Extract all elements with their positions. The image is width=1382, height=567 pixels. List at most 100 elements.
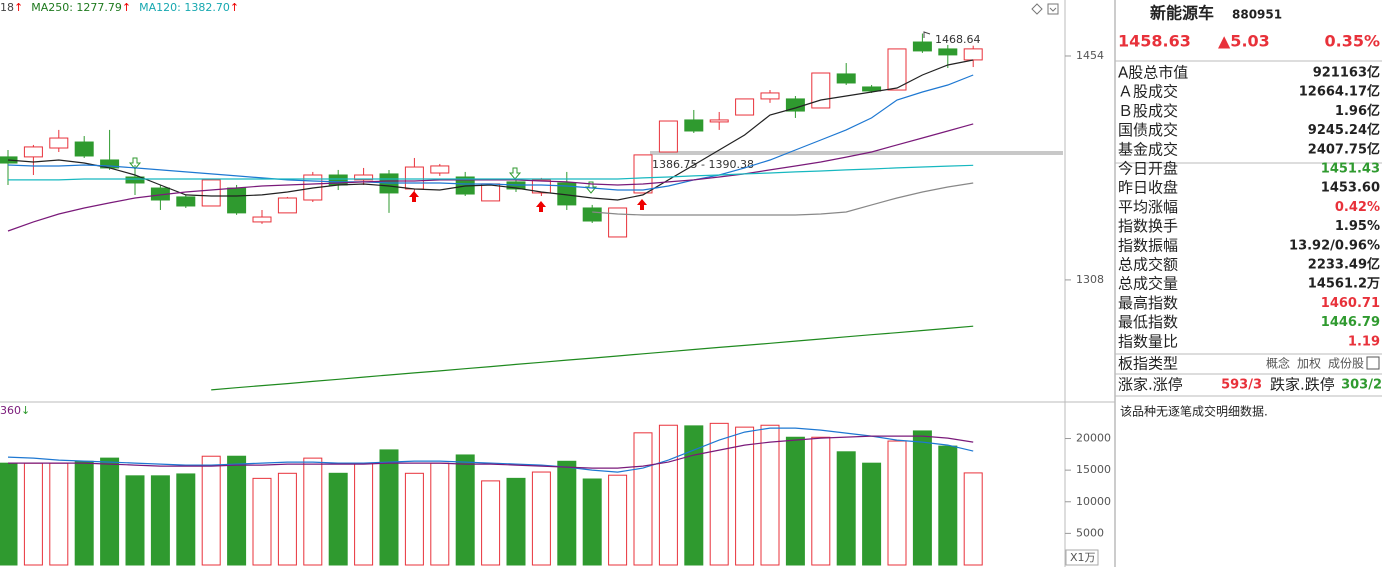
- high-annotation: 1468.64: [935, 33, 981, 46]
- volume-bar: [557, 460, 577, 566]
- candle-body: [811, 72, 831, 109]
- icon-diamond[interactable]: [1031, 3, 1043, 15]
- volume-bar: [227, 455, 247, 566]
- row-label: 今日开盘: [1118, 160, 1178, 178]
- candle-body: [277, 197, 297, 214]
- candle-body: [227, 187, 247, 214]
- candle-body: [735, 98, 755, 116]
- row-value: 0.42%: [1335, 200, 1380, 215]
- volume-bar: [379, 449, 399, 566]
- icon-box[interactable]: [1047, 3, 1059, 15]
- breadth-down-label: 跌家.跌停: [1270, 376, 1335, 394]
- type-option[interactable]: 概念: [1266, 356, 1290, 371]
- candle-body: [709, 119, 729, 123]
- gap-annotation: 1386.75 - 1390.38: [652, 158, 754, 171]
- volume-bar: [811, 436, 831, 566]
- volume-bar: [303, 457, 323, 566]
- panel-note: 该品种无逐笔成交明细数据.: [1120, 404, 1268, 419]
- candle-body: [963, 48, 983, 61]
- volume-bar: [455, 454, 475, 566]
- y-tick-label: 1308: [1076, 273, 1104, 286]
- volume-bar: [963, 472, 983, 566]
- y-tick-label: 15000: [1076, 463, 1111, 476]
- candle-body: [531, 179, 551, 194]
- candle-body: [836, 73, 856, 84]
- row-value: 13.92/0.96%: [1289, 238, 1380, 253]
- candle-body: [404, 166, 424, 190]
- sell-arrow: [508, 167, 522, 180]
- row-label: 国债成交: [1118, 121, 1178, 139]
- volume-bar: [608, 474, 628, 566]
- volume-bar: [0, 462, 18, 566]
- security-name: 新能源车: [1150, 4, 1214, 23]
- ma-line: [7, 59, 974, 201]
- volume-bar: [74, 460, 94, 566]
- candle-body: [862, 86, 882, 92]
- volume-bar: [23, 462, 43, 566]
- volume-legend: 360↓: [0, 404, 30, 417]
- ma-line: [8, 164, 974, 181]
- row-label: 总成交额: [1118, 256, 1178, 274]
- row-label: 昨日收盘: [1118, 179, 1178, 197]
- volume-bar: [49, 462, 69, 566]
- row-value: 2233.49亿: [1308, 257, 1380, 273]
- row-value: 1446.79: [1321, 315, 1380, 330]
- candle-body: [658, 120, 678, 153]
- candle-body: [912, 41, 932, 52]
- volume-bar: [760, 424, 780, 566]
- ma-line: [7, 74, 974, 191]
- sell-arrow: [128, 157, 142, 170]
- volume-bar: [862, 462, 882, 566]
- row-label: 指数振幅: [1118, 236, 1178, 254]
- gap-band: [650, 151, 1063, 155]
- row-value: 2407.75亿: [1308, 141, 1380, 157]
- type-option[interactable]: 加权: [1297, 357, 1321, 371]
- row-label: Ｂ股成交: [1118, 102, 1178, 120]
- volume-bar: [709, 422, 729, 566]
- volume-bar: [125, 475, 145, 566]
- type-option[interactable]: 成份股: [1328, 357, 1364, 371]
- volume-bar: [277, 472, 297, 566]
- row-value: 1.19: [1348, 334, 1380, 349]
- volume-bar: [404, 472, 424, 566]
- row-label: Ａ股成交: [1118, 83, 1178, 101]
- ma-line: [8, 435, 974, 469]
- unit-box: [1065, 549, 1099, 566]
- security-code: 880951: [1232, 8, 1282, 22]
- row-value: 921163亿: [1313, 65, 1380, 81]
- legend-text: 18: [0, 1, 14, 14]
- candle-body: [582, 207, 602, 222]
- y-tick-label: 5000: [1076, 526, 1104, 539]
- row-label: 最高指数: [1118, 294, 1178, 312]
- candle-body: [430, 165, 450, 174]
- buy-arrow: [409, 191, 419, 202]
- candle-body: [684, 119, 704, 132]
- volume-bar: [785, 436, 805, 566]
- candle-body: [201, 179, 221, 207]
- legend-arrow: ↑: [14, 1, 23, 14]
- row-value: 12664.17亿: [1299, 84, 1380, 100]
- buy-arrow: [536, 201, 546, 212]
- volume-bar: [201, 455, 221, 566]
- breadth-up-label: 涨家.涨停: [1118, 376, 1183, 394]
- row-value: 14561.2万: [1308, 277, 1380, 292]
- volume-bar: [912, 430, 932, 566]
- volume-bar: [582, 478, 602, 566]
- y-tick-label: 10000: [1076, 495, 1111, 508]
- row-label: 平均涨幅: [1118, 198, 1178, 216]
- legend-text: 360: [0, 404, 21, 417]
- legend-arrow: ↓: [21, 404, 30, 417]
- candle-body: [49, 137, 69, 149]
- candle-body: [354, 174, 374, 181]
- candle-body: [481, 183, 501, 202]
- row-label: A股总市值: [1118, 64, 1188, 82]
- volume-bar: [531, 471, 551, 566]
- candle-body: [23, 146, 43, 158]
- candle-body: [125, 176, 145, 184]
- row-value: 9245.24亿: [1308, 122, 1380, 138]
- volume-bar: [150, 475, 170, 566]
- buy-arrow: [637, 199, 647, 210]
- candle-body: [608, 207, 628, 238]
- row-value: 1.96亿: [1335, 103, 1380, 119]
- type-icon[interactable]: [1366, 356, 1380, 370]
